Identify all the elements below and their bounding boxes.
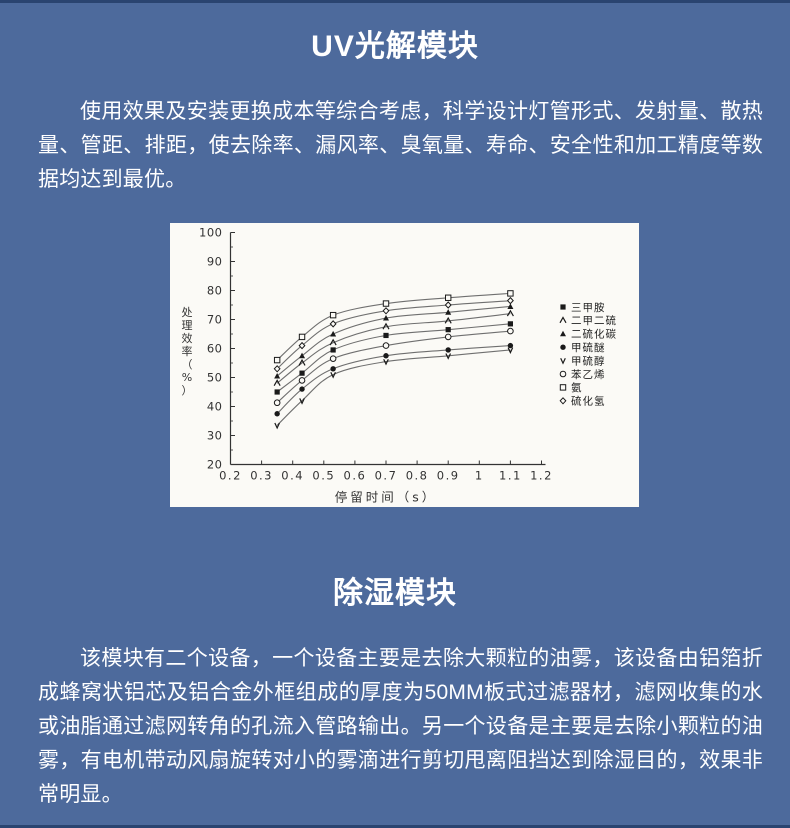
treatment-efficiency-chart-figure: 100 90 80 70 60 50 40 30 20 0.2 0.3 0.4 0.5 0.6 0.7 0.8… (170, 223, 639, 507)
svg-text:0.7: 0.7 (375, 469, 398, 483)
svg-text:1.1: 1.1 (499, 469, 522, 483)
dehumid-module-section: 除湿模块 该模块有二个设备，一个设备主要是去除大颗粒的油雾，该设备由铝箔折成蜂窝… (0, 577, 790, 812)
svg-text:二甲二硫: 二甲二硫 (571, 314, 617, 327)
svg-text:40: 40 (207, 400, 223, 414)
svg-text:氨: 氨 (571, 381, 583, 394)
svg-text:0.3: 0.3 (250, 469, 273, 483)
top-border-line (0, 0, 790, 3)
uv-module-title: UV光解模块 (311, 30, 479, 63)
svg-text:30: 30 (207, 429, 223, 443)
uv-module-section: UV光解模块 使用效果及安装更换成本等综合考虑，科学设计灯管形式、发射量、散热量… (0, 30, 790, 197)
svg-text:（: （ (182, 358, 193, 371)
treatment-efficiency-line-chart: 100 90 80 70 60 50 40 30 200.2 0.3 0.4 0.5 0.6 0.7 0.8… (182, 226, 617, 505)
svg-text:20: 20 (207, 458, 223, 472)
svg-text:0.2: 0.2 (219, 469, 242, 483)
svg-text:%: % (182, 371, 192, 384)
svg-text:0.4: 0.4 (281, 469, 304, 483)
svg-text:80: 80 (207, 284, 223, 298)
svg-text:效: 效 (182, 331, 193, 345)
svg-text:停留时间（s）: 停留时间（s） (335, 490, 438, 505)
svg-text:处: 处 (182, 306, 193, 319)
svg-text:0.5: 0.5 (312, 469, 335, 483)
svg-text:0.6: 0.6 (344, 469, 367, 483)
svg-text:90: 90 (207, 255, 223, 269)
svg-text:甲硫醇: 甲硫醇 (571, 354, 606, 367)
svg-text:0.8: 0.8 (406, 469, 429, 483)
svg-text:70: 70 (207, 313, 223, 327)
svg-text:率: 率 (182, 344, 193, 358)
dehumid-module-paragraph: 该模块有二个设备，一个设备主要是去除大颗粒的油雾，该设备由铝箔折成蜂窝状铝芯及铝… (38, 647, 763, 806)
svg-text:1: 1 (475, 469, 484, 483)
svg-text:三甲胺: 三甲胺 (571, 301, 606, 314)
svg-text:甲硫醚: 甲硫醚 (571, 341, 606, 354)
svg-text:50: 50 (207, 371, 223, 385)
svg-text:0.9: 0.9 (437, 469, 460, 483)
svg-text:理: 理 (182, 319, 193, 332)
dehumid-module-title: 除湿模块 (333, 577, 457, 610)
svg-text:二硫化碳: 二硫化碳 (571, 328, 617, 341)
bottom-border-line (0, 825, 790, 828)
uv-module-paragraph: 使用效果及安装更换成本等综合考虑，科学设计灯管形式、发射量、散热量、管距、排距，… (38, 100, 763, 191)
svg-text:1.2: 1.2 (530, 469, 553, 483)
svg-text:60: 60 (207, 342, 223, 356)
svg-text:苯乙烯: 苯乙烯 (571, 368, 606, 381)
svg-text:硫化氢: 硫化氢 (571, 395, 606, 408)
svg-text:100: 100 (199, 226, 222, 240)
svg-text:）: ） (182, 384, 193, 397)
